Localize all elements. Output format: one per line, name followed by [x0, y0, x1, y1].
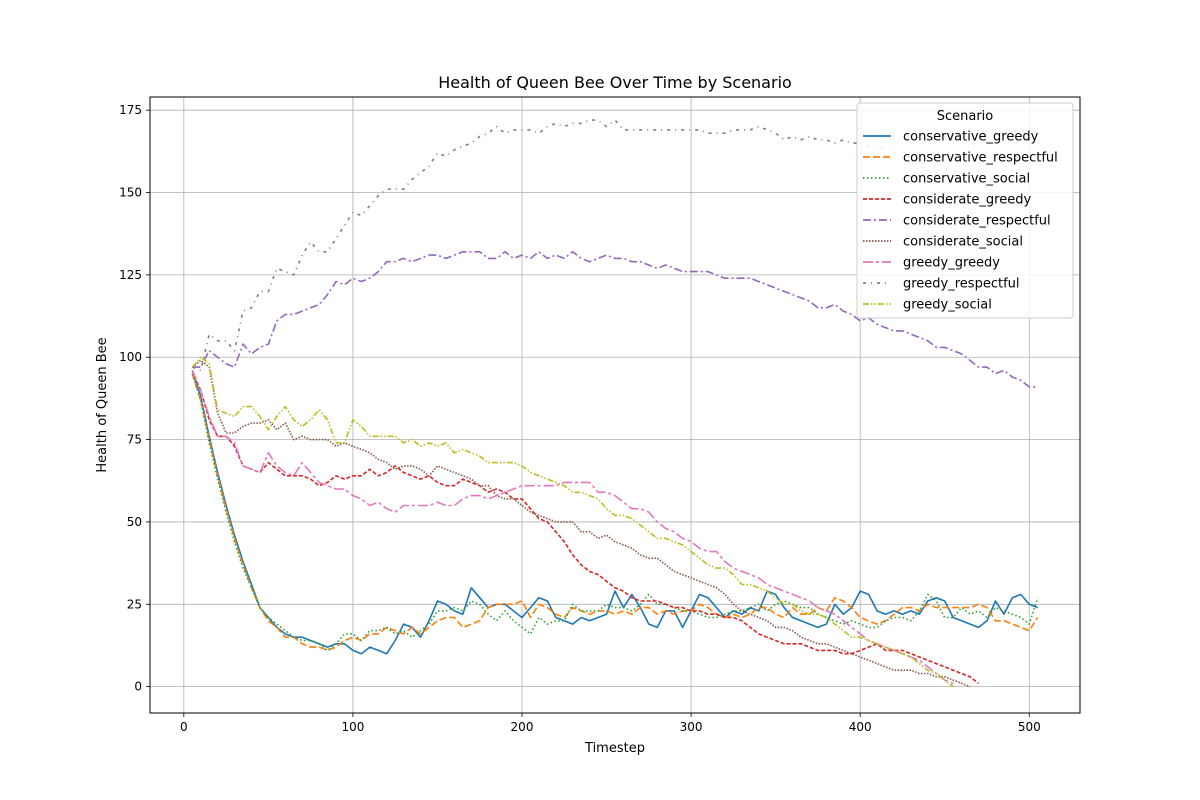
- x-axis-label: Timestep: [584, 741, 645, 756]
- legend-item-greedy-social: greedy_social: [863, 298, 992, 313]
- y-tick-label: 75: [127, 433, 142, 447]
- x-tick-label: 500: [1018, 720, 1041, 734]
- y-tick-label: 150: [119, 186, 142, 200]
- legend-label: considerate_greedy: [903, 193, 1031, 208]
- y-tick-label: 125: [119, 268, 142, 282]
- x-tick-label: 200: [511, 720, 534, 734]
- legend-label: conservative_respectful: [903, 151, 1058, 166]
- y-tick-label: 0: [134, 680, 142, 694]
- legend-item-considerate-greedy: considerate_greedy: [863, 193, 1031, 208]
- y-axis-ticks: 0 25 50 75 100 125 150 175: [119, 103, 150, 694]
- legend: Scenario conservative_greedy conservative…: [856, 102, 1074, 319]
- x-tick-label: 100: [341, 720, 364, 734]
- legend-box: [856, 102, 1074, 319]
- y-tick-label: 25: [127, 597, 142, 611]
- legend-item-conservative-respectful: conservative_respectful: [863, 151, 1058, 166]
- y-tick-label: 175: [119, 103, 142, 117]
- chart-title: Health of Queen Bee Over Time by Scenari…: [438, 73, 792, 92]
- legend-item-considerate-social: considerate_social: [863, 235, 1023, 250]
- legend-item-considerate-respectful: considerate_respectful: [863, 214, 1051, 229]
- y-tick-label: 100: [119, 350, 142, 364]
- x-tick-label: 0: [180, 720, 188, 734]
- series-line-conservative-respectful: [191, 373, 1039, 652]
- y-axis-label: Health of Queen Bee: [95, 337, 110, 472]
- legend-label: greedy_social: [903, 298, 992, 313]
- legend-label: greedy_respectful: [903, 277, 1020, 292]
- series-line-greedy-respectful: [192, 119, 920, 372]
- x-tick-label: 400: [849, 720, 872, 734]
- legend-item-greedy-greedy: greedy_greedy: [863, 256, 1000, 271]
- x-tick-label: 300: [680, 720, 703, 734]
- series-line-conservative-social: [191, 373, 1039, 652]
- legend-title: Scenario: [937, 109, 994, 124]
- legend-label: conservative_social: [903, 172, 1030, 187]
- legend-item-conservative-greedy: conservative_greedy: [863, 130, 1039, 145]
- series-line-conservative-greedy: [191, 370, 1038, 655]
- series-line-considerate-respectful: [192, 251, 1038, 388]
- series-line-considerate-social: [191, 359, 971, 688]
- plot-area-frame: [149, 96, 1081, 714]
- x-axis-ticks: 0 100 200 300 400 500: [180, 713, 1041, 734]
- legend-item-conservative-social: conservative_social: [863, 172, 1030, 187]
- legend-item-greedy-respectful: greedy_respectful: [863, 277, 1020, 292]
- series-line-greedy-greedy: [191, 370, 954, 685]
- legend-label: considerate_respectful: [903, 214, 1051, 229]
- legend-label: considerate_social: [903, 235, 1023, 250]
- series-layer: [191, 119, 1039, 688]
- legend-label: conservative_greedy: [903, 130, 1039, 145]
- y-tick-label: 50: [127, 515, 142, 529]
- legend-label: greedy_greedy: [903, 256, 1000, 271]
